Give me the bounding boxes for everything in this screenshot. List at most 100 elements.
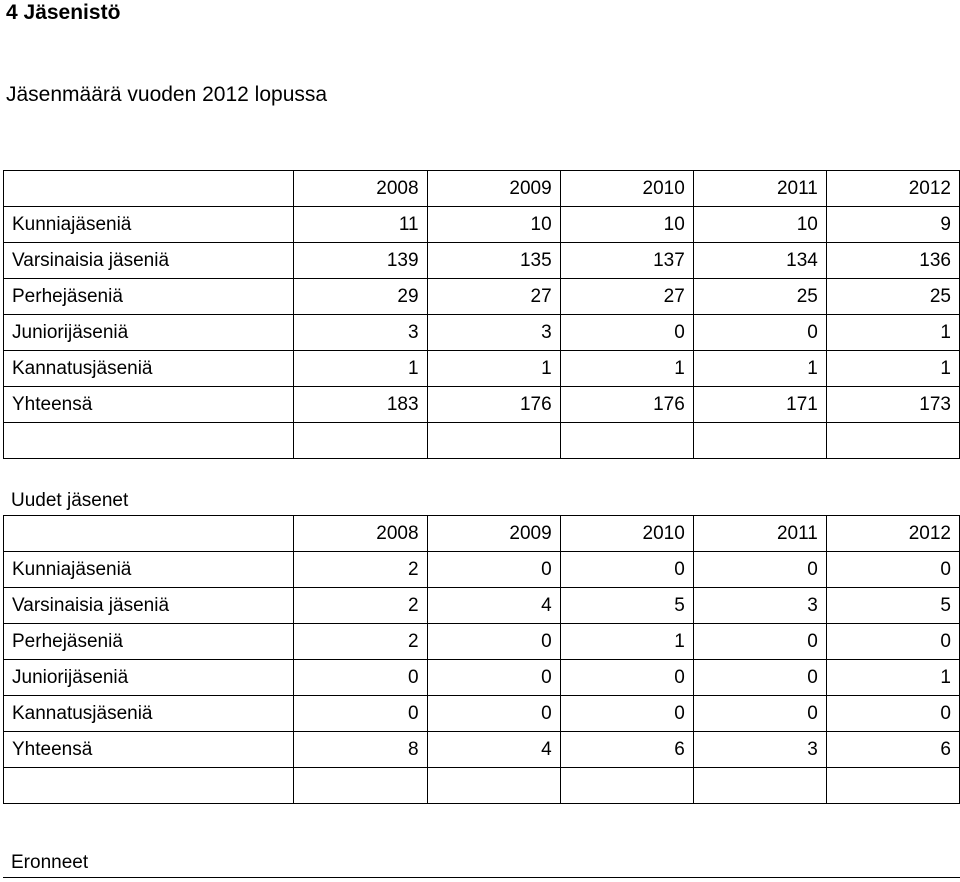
year-header: 2012 xyxy=(825,515,960,552)
empty-cell xyxy=(692,422,827,459)
year-header: 2008 xyxy=(293,170,428,207)
header-empty-cell xyxy=(2,515,295,552)
table-cell: 1 xyxy=(293,350,428,387)
empty-cell xyxy=(559,767,694,804)
year-header: 2012 xyxy=(825,170,960,207)
empty-cell xyxy=(559,422,694,459)
table-cell: 1 xyxy=(825,350,960,387)
empty-cell xyxy=(2,767,295,804)
section-title-new-members: Uudet jäsenet xyxy=(11,490,129,511)
table-cell: 3 xyxy=(293,314,428,351)
row-label: Kunniajäseniä xyxy=(2,206,295,243)
row-label: Varsinaisia jäseniä xyxy=(2,242,295,279)
empty-cell xyxy=(825,767,960,804)
table-cell: 134 xyxy=(692,242,827,279)
table-row-total: Yhteensä 8 4 6 3 6 xyxy=(2,731,960,768)
table-row: Kannatusjäseniä 1 1 1 1 1 xyxy=(2,350,960,387)
table-cell: 183 xyxy=(293,386,428,423)
table-row-total: Yhteensä 183 176 176 171 173 xyxy=(2,386,960,423)
table-cell: 5 xyxy=(559,587,694,624)
table-cell: 3 xyxy=(692,587,827,624)
table-cell: 5 xyxy=(825,587,960,624)
table-cell: 173 xyxy=(825,386,960,423)
year-header: 2011 xyxy=(692,515,827,552)
table-cell: 27 xyxy=(559,278,694,315)
table-cell: 29 xyxy=(293,278,428,315)
table-cell: 8 xyxy=(293,731,428,768)
new-members-table: 2008 2009 2010 2011 2012 Kunniajäseniä 2… xyxy=(2,515,960,804)
section-title-resigned: Eronneet xyxy=(11,852,89,873)
table-header-row: 2008 2009 2010 2011 2012 xyxy=(2,170,960,207)
header-empty-cell xyxy=(2,170,295,207)
table-cell: 0 xyxy=(559,551,694,588)
empty-cell xyxy=(426,422,561,459)
row-label: Kunniajäseniä xyxy=(2,551,295,588)
empty-cell xyxy=(2,422,295,459)
table-cell: 1 xyxy=(559,350,694,387)
table-row: Juniorijäseniä 0 0 0 0 1 xyxy=(2,659,960,696)
table-cell: 0 xyxy=(825,551,960,588)
table-row: Kannatusjäseniä 0 0 0 0 0 xyxy=(2,695,960,732)
table-row: Kunniajäseniä 11 10 10 10 9 xyxy=(2,206,960,243)
table-row: Varsinaisia jäseniä 2 4 5 3 5 xyxy=(2,587,960,624)
row-label: Kannatusjäseniä xyxy=(2,695,295,732)
table-cell: 0 xyxy=(559,695,694,732)
empty-cell xyxy=(426,767,561,804)
table-cell: 1 xyxy=(825,659,960,696)
table-cell: 3 xyxy=(692,731,827,768)
table-cell: 136 xyxy=(825,242,960,279)
table-cell: 0 xyxy=(692,659,827,696)
table-cell: 0 xyxy=(559,659,694,696)
table-cell: 0 xyxy=(692,551,827,588)
section-divider xyxy=(3,877,960,878)
table-cell: 1 xyxy=(825,314,960,351)
row-label: Perhejäseniä xyxy=(2,278,295,315)
table-cell: 139 xyxy=(293,242,428,279)
table-cell: 10 xyxy=(426,206,561,243)
table-cell: 11 xyxy=(293,206,428,243)
row-label: Juniorijäseniä xyxy=(2,659,295,696)
table-cell: 0 xyxy=(692,623,827,660)
year-header: 2011 xyxy=(692,170,827,207)
table-cell: 10 xyxy=(692,206,827,243)
row-label: Juniorijäseniä xyxy=(2,314,295,351)
table-cell: 6 xyxy=(825,731,960,768)
table-cell: 0 xyxy=(692,314,827,351)
row-label: Kannatusjäseniä xyxy=(2,350,295,387)
table-row: Juniorijäseniä 3 3 0 0 1 xyxy=(2,314,960,351)
year-header: 2008 xyxy=(293,515,428,552)
table-row: Varsinaisia jäseniä 139 135 137 134 136 xyxy=(2,242,960,279)
table-row: Kunniajäseniä 2 0 0 0 0 xyxy=(2,551,960,588)
table-cell: 176 xyxy=(426,386,561,423)
table-cell: 25 xyxy=(692,278,827,315)
year-header: 2009 xyxy=(426,515,561,552)
row-label: Yhteensä xyxy=(2,386,295,423)
table-cell: 171 xyxy=(692,386,827,423)
table-cell: 3 xyxy=(426,314,561,351)
table-cell: 6 xyxy=(559,731,694,768)
empty-cell xyxy=(825,422,960,459)
row-label: Yhteensä xyxy=(2,731,295,768)
table-cell: 0 xyxy=(293,659,428,696)
page-heading: 4 Jäsenistö xyxy=(6,1,121,24)
table-row-empty xyxy=(2,422,960,459)
table-row: Perhejäseniä 29 27 27 25 25 xyxy=(2,278,960,315)
table-cell: 1 xyxy=(692,350,827,387)
table-cell: 137 xyxy=(559,242,694,279)
table-cell: 25 xyxy=(825,278,960,315)
empty-cell xyxy=(293,767,428,804)
table-cell: 2 xyxy=(293,623,428,660)
table-cell: 0 xyxy=(293,695,428,732)
table-cell: 10 xyxy=(559,206,694,243)
table-cell: 2 xyxy=(293,551,428,588)
table-cell: 0 xyxy=(825,623,960,660)
table-cell: 176 xyxy=(559,386,694,423)
table-cell: 2 xyxy=(293,587,428,624)
table-cell: 9 xyxy=(825,206,960,243)
table-cell: 0 xyxy=(825,695,960,732)
table-cell: 0 xyxy=(692,695,827,732)
empty-cell xyxy=(692,767,827,804)
table-cell: 0 xyxy=(426,623,561,660)
table-row: Perhejäseniä 2 0 1 0 0 xyxy=(2,623,960,660)
table-cell: 0 xyxy=(426,695,561,732)
